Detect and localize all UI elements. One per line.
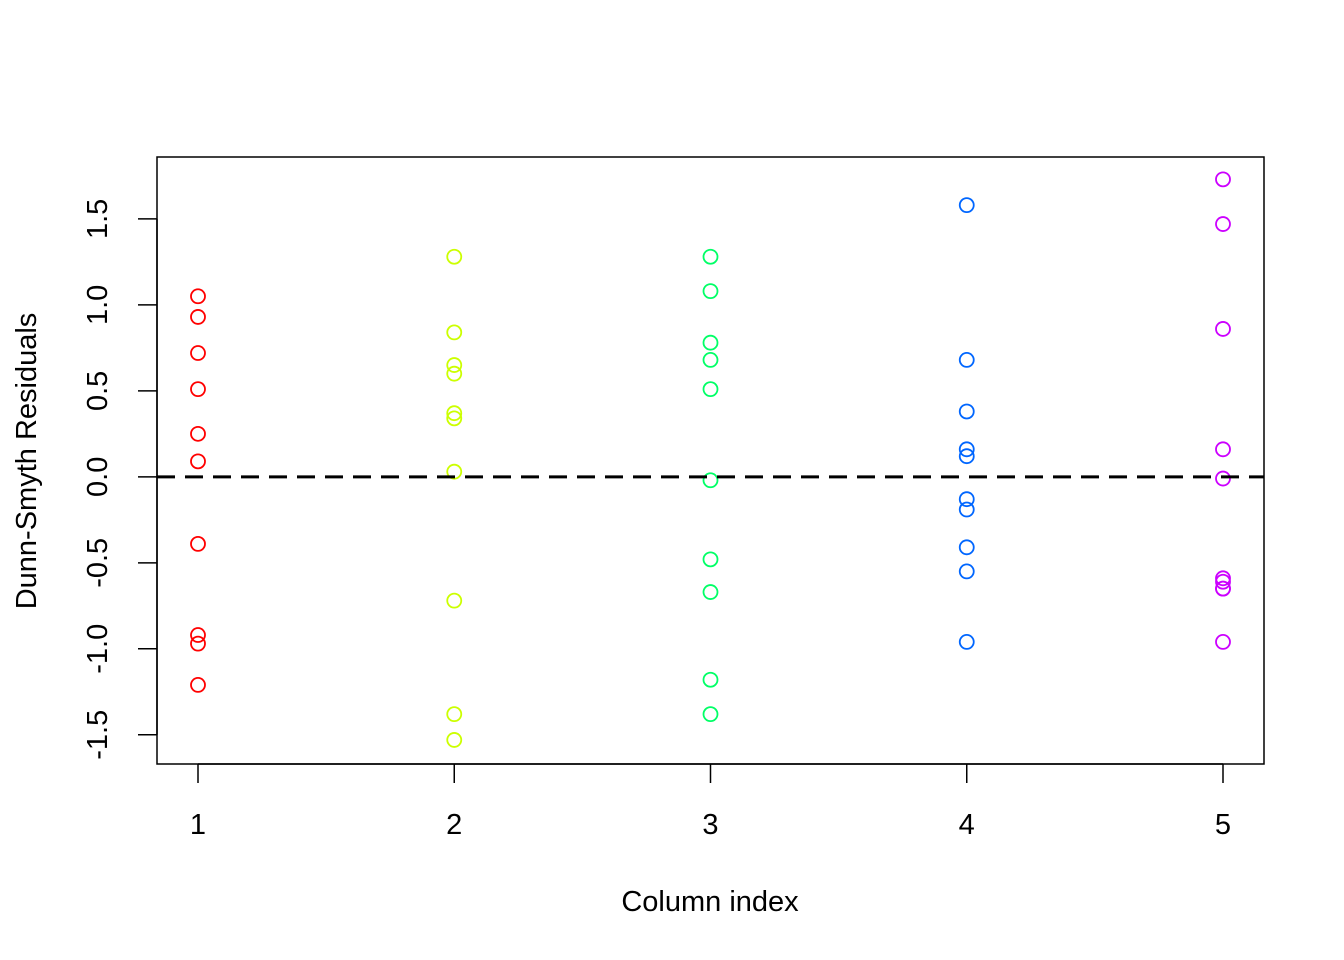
data-point (958, 563, 975, 580)
data-point (1215, 171, 1231, 188)
data-point (446, 592, 463, 609)
data-point (958, 448, 975, 465)
data-point (190, 635, 206, 652)
data-point (446, 357, 463, 373)
data-point (958, 352, 975, 368)
y-axis: -1.5 -1.0 -0.5 0.0 0.5 1.0 1.5 (82, 199, 158, 760)
data-point (1215, 573, 1231, 590)
data-point (958, 634, 975, 650)
data-point (190, 381, 206, 398)
data-point (702, 671, 719, 688)
y-tick-label: 1.5 (82, 199, 114, 239)
x-tick-label: 1 (190, 809, 206, 841)
data-point (190, 627, 206, 643)
data-point (1215, 580, 1231, 597)
x-tick-label: 5 (1215, 809, 1231, 841)
data-point (958, 539, 975, 556)
data-point (1215, 634, 1231, 650)
data-point (958, 403, 975, 420)
data-point (1215, 321, 1231, 337)
x-axis-label: Column index (621, 886, 799, 918)
data-point (702, 584, 719, 600)
data-point (958, 491, 975, 508)
data-point (190, 677, 206, 693)
data-point (702, 352, 719, 368)
y-tick-label: 0.5 (82, 371, 114, 411)
data-point (1215, 441, 1231, 458)
data-point (702, 551, 719, 568)
x-tick-label: 3 (702, 809, 718, 841)
data-point (958, 441, 975, 458)
data-point (446, 706, 463, 723)
data-point (190, 309, 206, 325)
data-point (190, 345, 206, 361)
data-point (446, 405, 463, 422)
y-tick-label: -0.5 (82, 538, 114, 588)
data-point (702, 706, 719, 723)
data-point (190, 453, 206, 470)
y-tick-label: -1.0 (82, 624, 114, 674)
data-point (958, 501, 975, 518)
x-tick-label: 4 (959, 809, 975, 841)
y-axis-label: Dunn-Smyth Residuals (11, 313, 43, 610)
data-point (446, 732, 463, 748)
data-point (446, 410, 463, 427)
data-point (702, 283, 719, 300)
data-point (702, 472, 719, 489)
data-points (190, 171, 1231, 748)
data-point (446, 324, 463, 341)
data-point (446, 463, 463, 480)
y-tick-label: 0.0 (82, 457, 114, 497)
y-tick-label: -1.5 (82, 710, 114, 760)
y-tick-label: 1.0 (82, 285, 114, 325)
data-point (1215, 216, 1231, 232)
data-point (702, 381, 719, 398)
data-point (958, 197, 975, 214)
data-point (190, 288, 206, 305)
data-point (702, 334, 719, 351)
data-point (446, 365, 463, 382)
data-point (1215, 470, 1231, 487)
data-point (190, 535, 206, 552)
x-tick-label: 2 (446, 809, 462, 841)
data-point (702, 248, 719, 265)
data-point (190, 425, 206, 442)
x-axis: 1 2 3 4 5 (190, 763, 1231, 841)
data-point (446, 248, 463, 265)
